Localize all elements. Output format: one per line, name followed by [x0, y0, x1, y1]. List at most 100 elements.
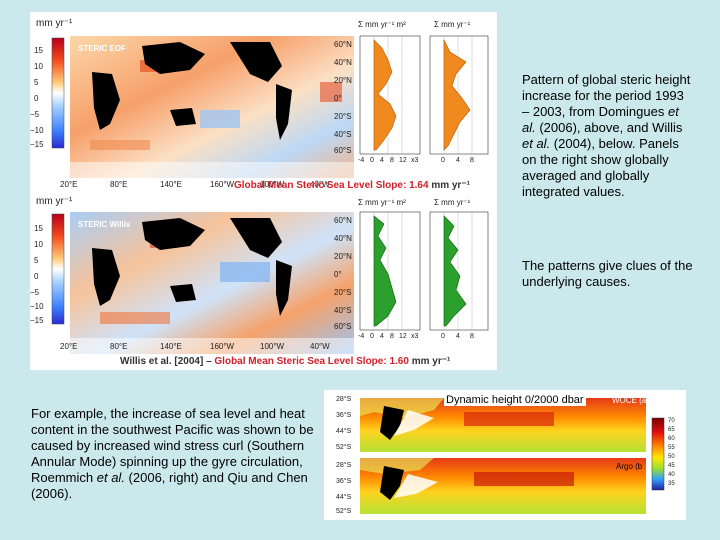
dynamic-height-colorbar	[651, 417, 665, 491]
upper-profile-axis-tick: 8	[470, 157, 474, 164]
upper-map-title: STERIC EOF	[78, 44, 127, 53]
lower-lat-label: 60°S	[334, 322, 352, 331]
dh-cbar-tick: 65	[668, 427, 675, 433]
upper-lat-label: 20°S	[334, 112, 352, 121]
lower-profile-axis-tick: 0	[441, 333, 445, 340]
upper-profile-axis-tick: 12	[399, 157, 407, 164]
lower-map-caption: Willis et al. [2004] – Global Mean Steri…	[120, 356, 450, 367]
dh-lat-label: 28°S	[336, 462, 352, 469]
upper-profile-axis-tick: -4	[358, 157, 365, 164]
right-para-text: (2004), below. Panels on the right show …	[522, 136, 679, 199]
lower-caption-dash: –	[206, 356, 212, 367]
lower-lon-label: 20°E	[60, 342, 78, 351]
upper-lat-label: 0°	[334, 94, 342, 103]
dh-cbar-tick: 50	[668, 454, 675, 460]
lower-cbar-tick: 0	[34, 272, 39, 281]
upper-lat-label: 40°S	[334, 130, 352, 139]
dh-lat-label: 44°S	[336, 494, 352, 501]
upper-caption-value: 1.64	[409, 180, 429, 191]
lower-profile-averaged	[429, 211, 489, 331]
upper-profile-header: Σ mm yr⁻¹	[434, 20, 471, 29]
left-para-text: (2006, right) and Qiu and Chen (2006).	[31, 470, 308, 501]
lower-profile-axis-tick: 8	[470, 333, 474, 340]
dh-lat-label: 44°S	[336, 428, 352, 435]
lower-profile-axis-tick: 0	[370, 333, 374, 340]
lower-profile-axis-tick: 4	[456, 333, 460, 340]
upper-cbar-tick: −10	[30, 126, 44, 135]
lower-lon-label: 100°W	[260, 342, 285, 351]
upper-caption-prefix: Global Mean Steric Sea Level Slope:	[234, 180, 407, 191]
upper-lon-label: 40°W	[310, 180, 330, 189]
upper-map	[70, 36, 354, 178]
lower-profile-axis-tick: 8	[390, 333, 394, 340]
upper-profile-axis-tick: 0	[441, 157, 445, 164]
upper-unit-label: mm yr⁻¹	[36, 18, 73, 29]
upper-lon-label: 20°E	[60, 180, 78, 189]
dh-lat-label: 36°S	[336, 412, 352, 419]
upper-lon-label: 140°E	[160, 180, 182, 189]
left-paragraph: For example, the increase of sea level a…	[31, 406, 325, 502]
right-paragraph-1: Pattern of global steric height increase…	[522, 72, 694, 200]
upper-profile-axis-tick: x3	[411, 157, 419, 164]
lower-lat-label: 20°N	[334, 252, 352, 261]
lower-lat-label: 20°S	[334, 288, 352, 297]
lower-lat-label: 40°N	[334, 234, 352, 243]
lower-caption-source: Willis et al. [2004]	[120, 356, 204, 367]
lower-lat-label: 60°N	[334, 216, 352, 225]
dh-lat-label: 28°S	[336, 396, 352, 403]
upper-lon-label: 80°E	[110, 180, 128, 189]
lower-caption-prefix: Global Mean Steric Sea Level Slope:	[214, 356, 387, 367]
steric-figure-graphics	[51, 35, 489, 354]
lower-unit-label: mm yr⁻¹	[36, 196, 73, 207]
upper-cbar-tick: 0	[34, 94, 39, 103]
upper-lon-label: 100°W	[260, 180, 285, 189]
upper-lat-label: 60°N	[334, 40, 352, 49]
dh-cbar-tick: 40	[668, 472, 675, 478]
lower-profile-axis-tick: 12	[399, 333, 407, 340]
upper-lat-label: 60°S	[334, 146, 352, 155]
lower-profile-axis-tick: 4	[380, 333, 384, 340]
upper-profile-axis-tick: 0	[370, 157, 374, 164]
upper-cbar-tick: 15	[34, 46, 43, 55]
woce-tag: WOCE (a	[612, 396, 647, 405]
dh-cbar-tick: 55	[668, 445, 675, 451]
lower-colorbar	[51, 213, 65, 325]
right-para-etal: et al.	[522, 136, 551, 151]
right-para-etal: et al.	[522, 104, 679, 135]
dh-lat-label: 52°S	[336, 508, 352, 515]
upper-profile-averaged	[429, 35, 489, 155]
upper-cbar-tick: −5	[30, 110, 40, 119]
right-para-text: Pattern of global steric height increase…	[522, 72, 691, 119]
lower-lon-label: 40°W	[310, 342, 330, 351]
dh-cbar-tick: 70	[668, 418, 675, 424]
lower-cbar-tick: −10	[30, 302, 44, 311]
lower-cbar-tick: −15	[30, 316, 44, 325]
left-para-text: For example, the increase of sea level a…	[31, 406, 314, 485]
upper-cbar-tick: 10	[34, 62, 43, 71]
lower-cbar-tick: 5	[34, 256, 39, 265]
lower-map-title: STERIC Willis	[78, 220, 131, 229]
dh-lat-label: 36°S	[336, 478, 352, 485]
upper-caption-unit: mm yr⁻¹	[431, 180, 470, 191]
upper-cbar-tick: 5	[34, 78, 39, 87]
woce-panel	[360, 398, 646, 452]
steric-figure: mm yr⁻¹ mm yr⁻¹ 15 10 5 0 −5 −10 −15 15 …	[30, 12, 497, 370]
right-paragraph-2: The patterns give clues of the underlyin…	[522, 258, 693, 289]
upper-profile-axis-tick: 8	[390, 157, 394, 164]
lower-map	[70, 212, 354, 354]
dh-cbar-tick: 35	[668, 481, 675, 487]
argo-panel	[360, 458, 646, 514]
upper-lat-label: 40°N	[334, 58, 352, 67]
upper-profile-header: Σ mm yr⁻¹ m²	[358, 20, 406, 29]
dh-cbar-tick: 45	[668, 463, 675, 469]
argo-tag: Argo (b	[616, 462, 643, 471]
upper-map-caption: Global Mean Steric Sea Level Slope: 1.64…	[234, 180, 470, 191]
lower-lon-label: 140°E	[160, 342, 182, 351]
lower-lat-label: 40°S	[334, 306, 352, 315]
dynamic-height-figure: Dynamic height 0/2000 dbar WOCE (a Argo …	[324, 390, 686, 520]
lower-profile-header: Σ mm yr⁻¹ m²	[358, 198, 406, 207]
lower-lat-label: 0°	[334, 270, 342, 279]
right-para-text: (2006), above, and Willis	[535, 120, 683, 135]
lower-cbar-tick: 10	[34, 240, 43, 249]
upper-lat-label: 20°N	[334, 76, 352, 85]
